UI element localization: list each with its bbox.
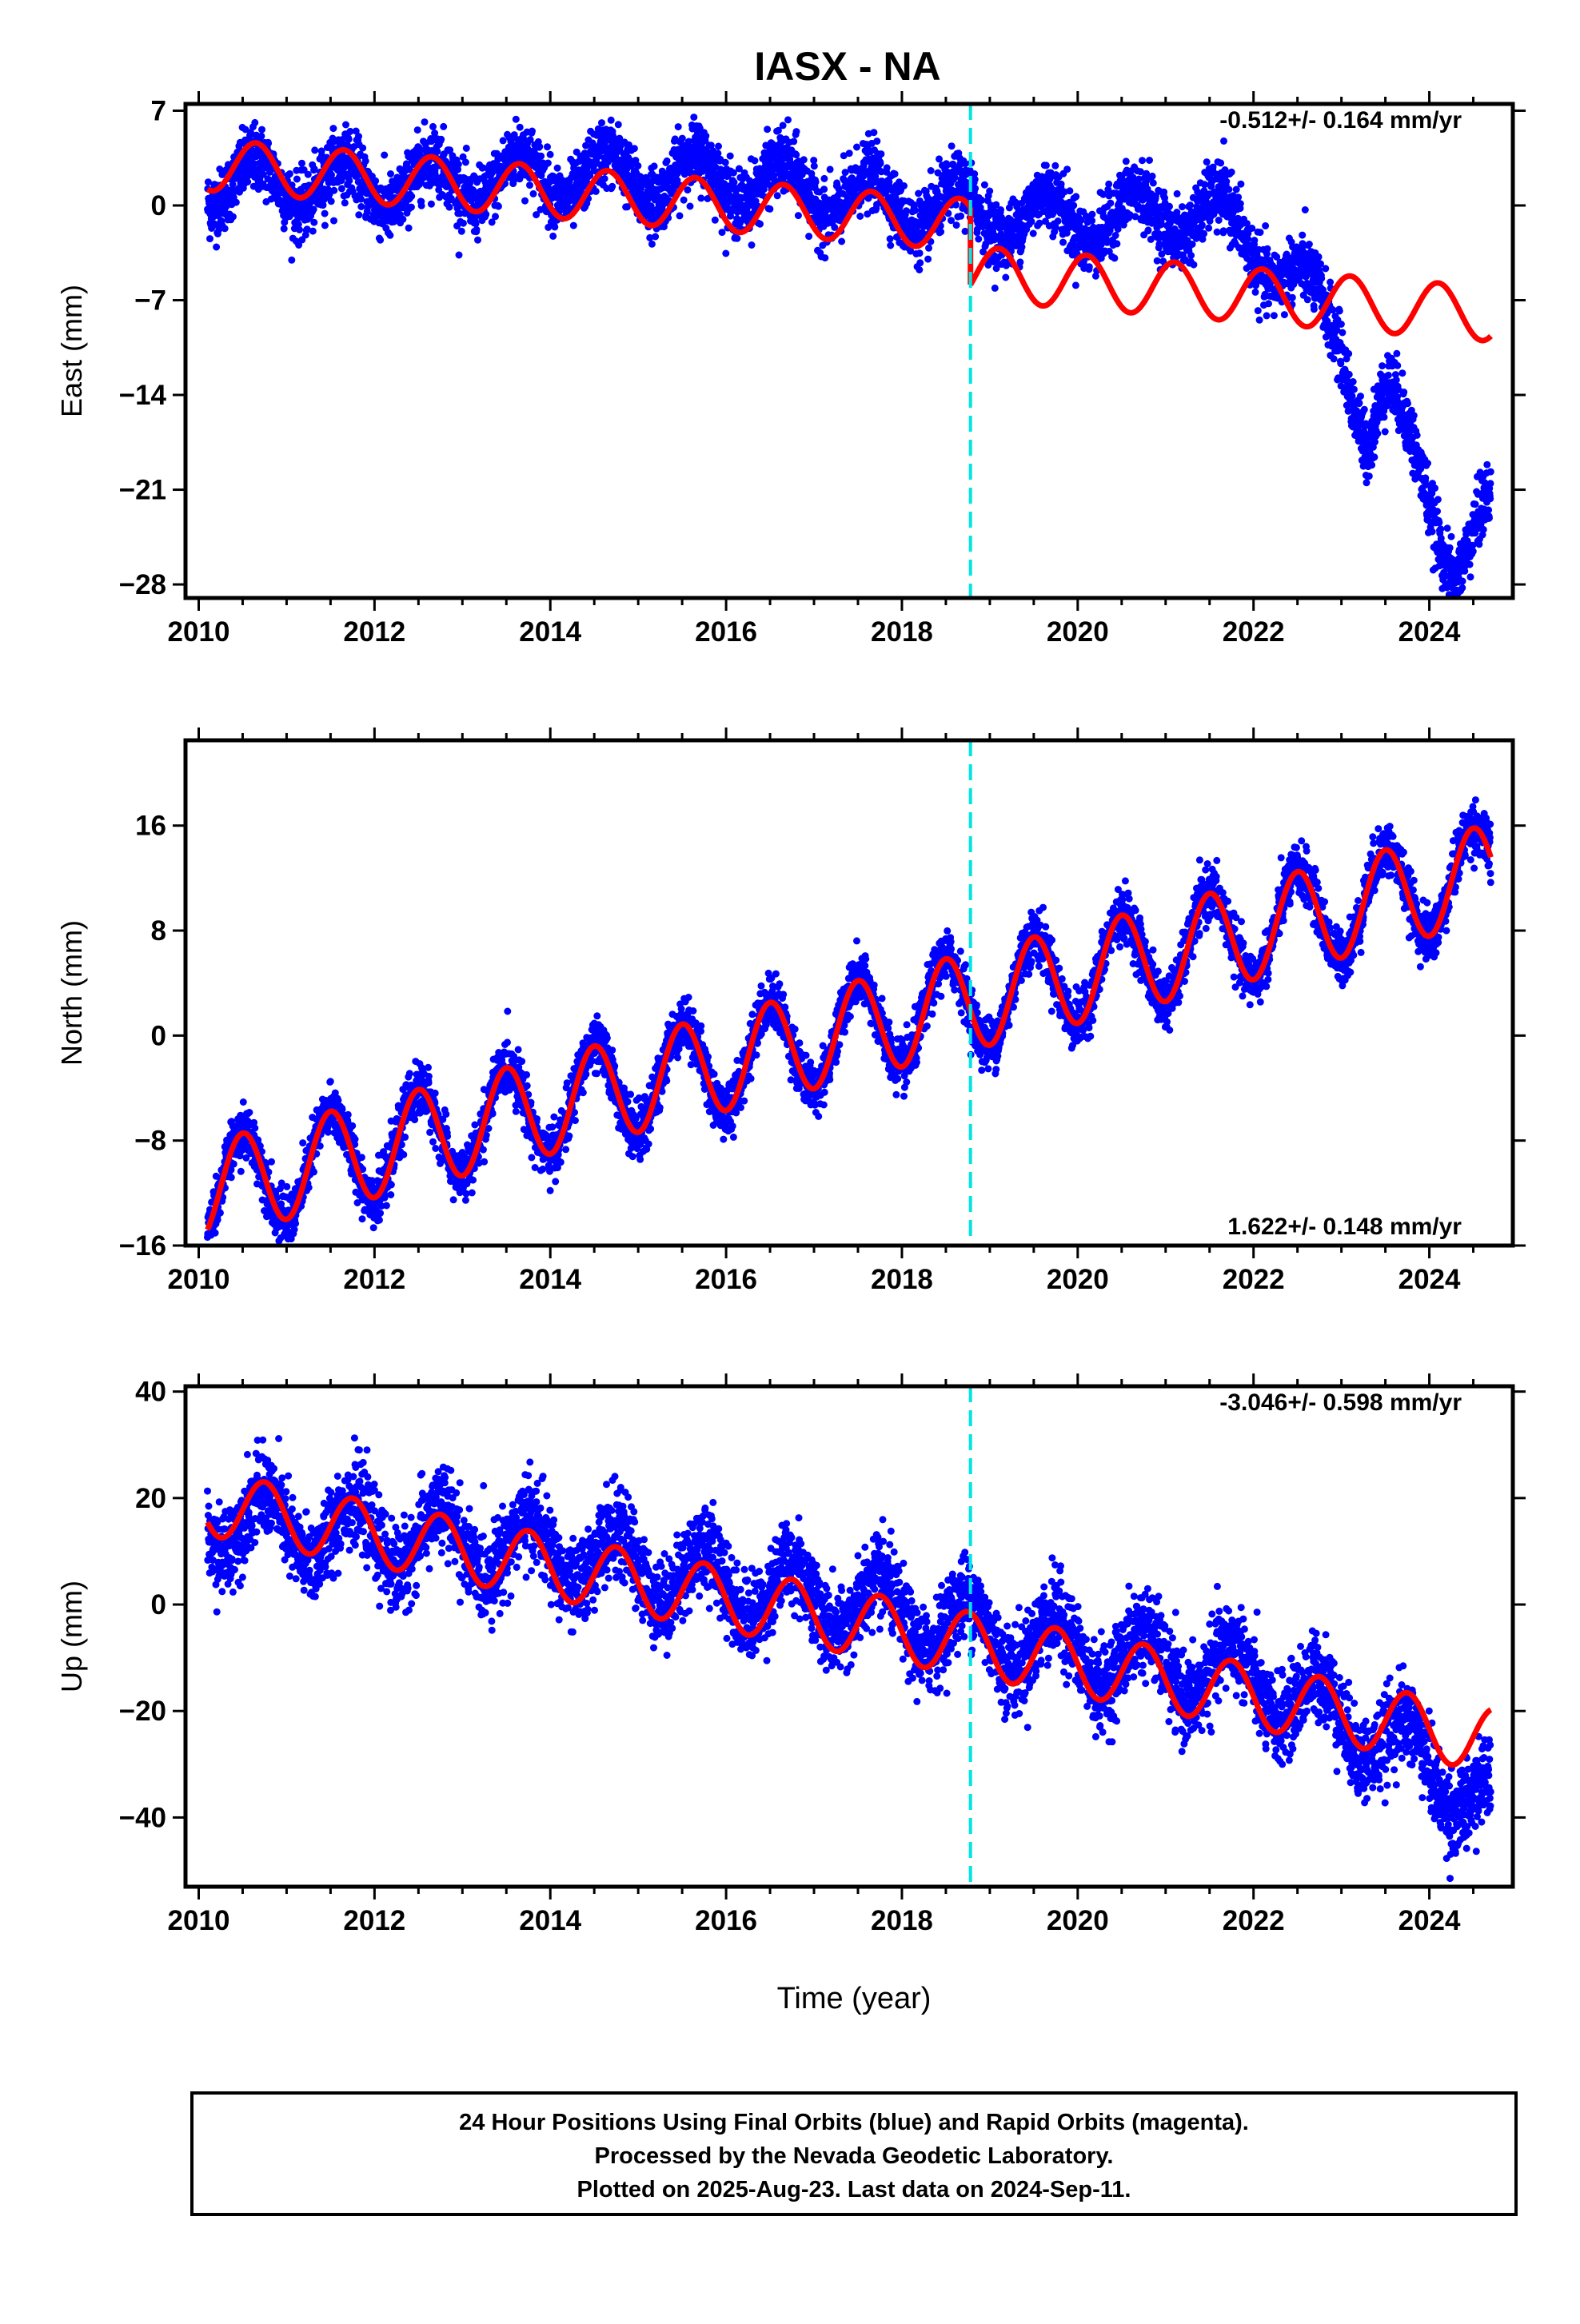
caption-box: 24 Hour Positions Using Final Orbits (bl… [192,2093,1516,2214]
rate-label: -0.512+/- 0.164 mm/yr [1219,107,1462,134]
x-tick-label: 2010 [168,1905,230,1936]
x-tick-label: 2012 [343,616,405,648]
x-tick-label: 2018 [871,616,933,648]
y-tick-label: 0 [151,190,166,221]
y-tick-label: −20 [119,1696,166,1727]
y-tick-label: −16 [119,1230,166,1262]
x-axis-label: Time (year) [777,1982,932,2015]
x-tick-label: 2020 [1047,1905,1109,1936]
x-tick-label: 2010 [168,1264,230,1295]
x-tick-label: 2014 [519,616,581,648]
rate-label: -3.046+/- 0.598 mm/yr [1219,1389,1462,1416]
y-tick-label: 8 [151,915,166,947]
y-axis-label: East (mm) [55,285,88,417]
x-tick-label: 2014 [519,1905,581,1936]
y-tick-label: 7 [151,95,166,126]
caption-line-1: 24 Hour Positions Using Final Orbits (bl… [459,2110,1249,2135]
x-tick-label: 2024 [1398,1905,1461,1936]
caption-line-2: Processed by the Nevada Geodetic Laborat… [595,2143,1114,2169]
x-tick-label: 2020 [1047,1264,1109,1295]
figure-title: IASX - NA [754,44,940,89]
y-axis-label: North (mm) [55,920,88,1066]
x-tick-label: 2018 [871,1905,933,1936]
x-tick-label: 2010 [168,616,230,648]
y-tick-label: 0 [151,1020,166,1051]
x-tick-label: 2016 [695,1264,757,1295]
x-tick-label: 2024 [1398,616,1461,648]
y-tick-label: 40 [135,1377,166,1408]
y-tick-label: 16 [135,811,166,842]
x-tick-label: 2016 [695,1905,757,1936]
x-tick-label: 2018 [871,1264,933,1295]
y-tick-label: −8 [134,1126,166,1157]
x-tick-label: 2022 [1223,1905,1285,1936]
y-tick-label: 20 [135,1483,166,1514]
x-tick-label: 2022 [1223,1264,1285,1295]
y-tick-label: −28 [119,569,166,600]
x-tick-label: 2016 [695,616,757,648]
y-tick-label: −14 [119,380,167,411]
caption-line-3: Plotted on 2025-Aug-23. Last data on 202… [577,2177,1131,2202]
x-tick-label: 2024 [1398,1264,1461,1295]
x-tick-label: 2014 [519,1264,581,1295]
rate-label: 1.622+/- 0.148 mm/yr [1227,1214,1462,1240]
y-tick-label: −21 [119,475,166,506]
x-tick-label: 2012 [343,1264,405,1295]
x-tick-label: 2020 [1047,616,1109,648]
y-tick-label: 0 [151,1589,166,1620]
y-tick-label: −7 [134,285,166,317]
x-tick-label: 2022 [1223,616,1285,648]
y-tick-label: −40 [119,1802,166,1833]
y-axis-label: Up (mm) [55,1581,88,1692]
x-tick-label: 2012 [343,1905,405,1936]
